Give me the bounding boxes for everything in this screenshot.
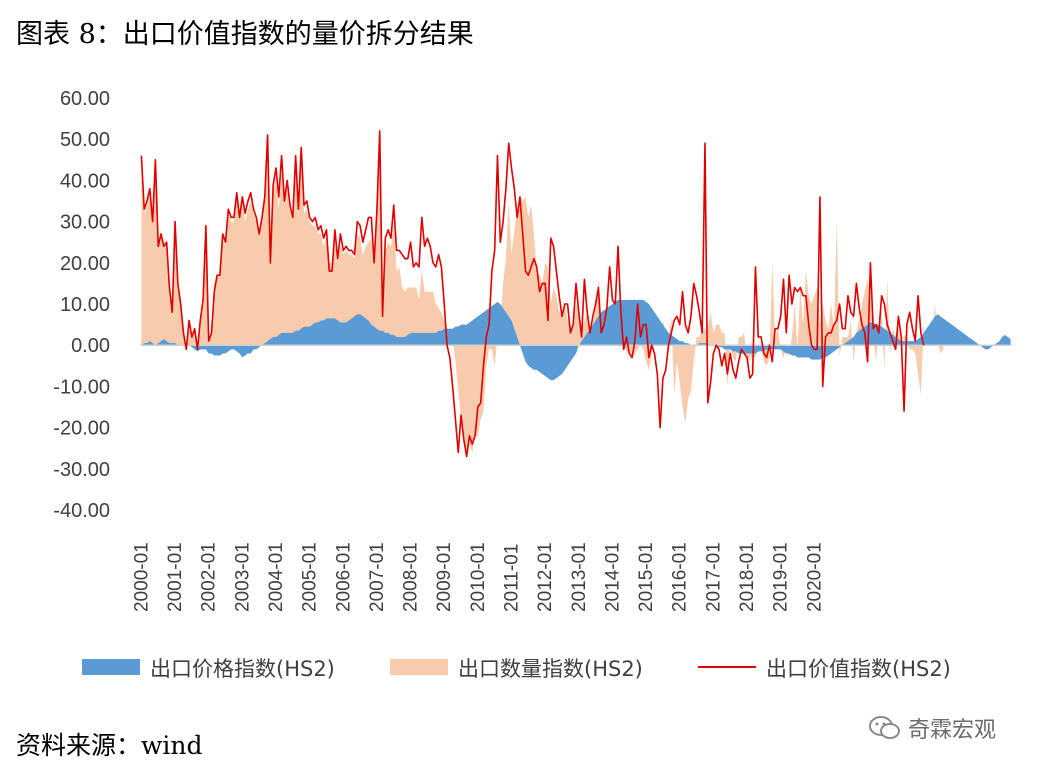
x-tick-label: 2003-01 xyxy=(232,542,253,612)
x-tick-label: 2010-01 xyxy=(468,542,489,612)
x-tick-label: 2011-01 xyxy=(502,544,523,612)
legend-label-value: 出口价值指数(HS2) xyxy=(766,657,951,681)
legend-swatch-price xyxy=(82,659,140,675)
price-area xyxy=(141,299,1011,381)
value-line xyxy=(140,130,925,458)
x-tick-label: 2007-01 xyxy=(367,542,388,612)
x-tick-label: 2005-01 xyxy=(300,542,321,612)
x-tick-label: 2016-01 xyxy=(670,542,691,612)
x-tick-label: 2015-01 xyxy=(636,542,657,612)
x-tick-label: 2019-01 xyxy=(771,542,792,612)
y-tick-label: 30.00 xyxy=(60,212,110,234)
y-tick-label: 10.00 xyxy=(60,294,110,316)
y-tick-label: 60.00 xyxy=(60,88,110,110)
value-line-layer xyxy=(140,130,925,458)
quantity-area-layer xyxy=(141,147,944,457)
source-note: 资料来源：wind xyxy=(16,731,203,760)
x-tick-label: 2020-01 xyxy=(804,542,825,612)
x-tick-label: 2001-01 xyxy=(165,542,186,612)
legend-label-quantity: 出口数量指数(HS2) xyxy=(458,657,643,681)
x-tick-label: 2012-01 xyxy=(535,542,556,612)
legend: 出口价格指数(HS2) 出口数量指数(HS2) 出口价值指数(HS2) xyxy=(82,657,951,681)
page-title: 图表 8：出口价值指数的量价拆分结果 xyxy=(16,19,474,50)
x-tick-label: 2017-01 xyxy=(703,542,724,612)
y-tick-label: 40.00 xyxy=(60,170,110,192)
y-tick-label: 20.00 xyxy=(60,253,110,275)
y-tick-label: 50.00 xyxy=(60,129,110,151)
x-tick-label: 2008-01 xyxy=(401,542,422,612)
y-tick-label: -30.00 xyxy=(53,459,110,481)
watermark-text: 奇霖宏观 xyxy=(908,718,997,743)
y-tick-label: -40.00 xyxy=(53,500,110,522)
x-tick-label: 2000-01 xyxy=(131,542,152,612)
price-area-layer xyxy=(141,299,1011,381)
x-tick-label: 2014-01 xyxy=(602,542,623,612)
y-axis-ticks: 60.00 50.00 40.00 30.00 20.00 10.00 0.00 -10.00… xyxy=(53,88,110,522)
x-tick-label: 2006-01 xyxy=(333,542,354,612)
y-tick-label: -20.00 xyxy=(53,418,110,440)
watermark: 奇霖宏观 xyxy=(868,712,996,744)
legend-swatch-quantity xyxy=(390,659,448,675)
x-axis-ticks: 2000-01 2001-01 2002-01 2003-01 2004-01 2005-… xyxy=(131,542,825,612)
y-tick-label: -10.00 xyxy=(53,376,110,398)
y-tick-label: 0.00 xyxy=(71,335,110,357)
x-tick-label: 2009-01 xyxy=(434,542,455,612)
legend-label-price: 出口价格指数(HS2) xyxy=(150,657,335,681)
x-tick-label: 2002-01 xyxy=(199,542,220,612)
x-tick-label: 2004-01 xyxy=(266,542,287,612)
wechat-icon xyxy=(869,716,900,739)
quantity-area xyxy=(141,147,944,457)
x-tick-label: 2013-01 xyxy=(569,542,590,612)
x-tick-label: 2018-01 xyxy=(737,542,758,612)
